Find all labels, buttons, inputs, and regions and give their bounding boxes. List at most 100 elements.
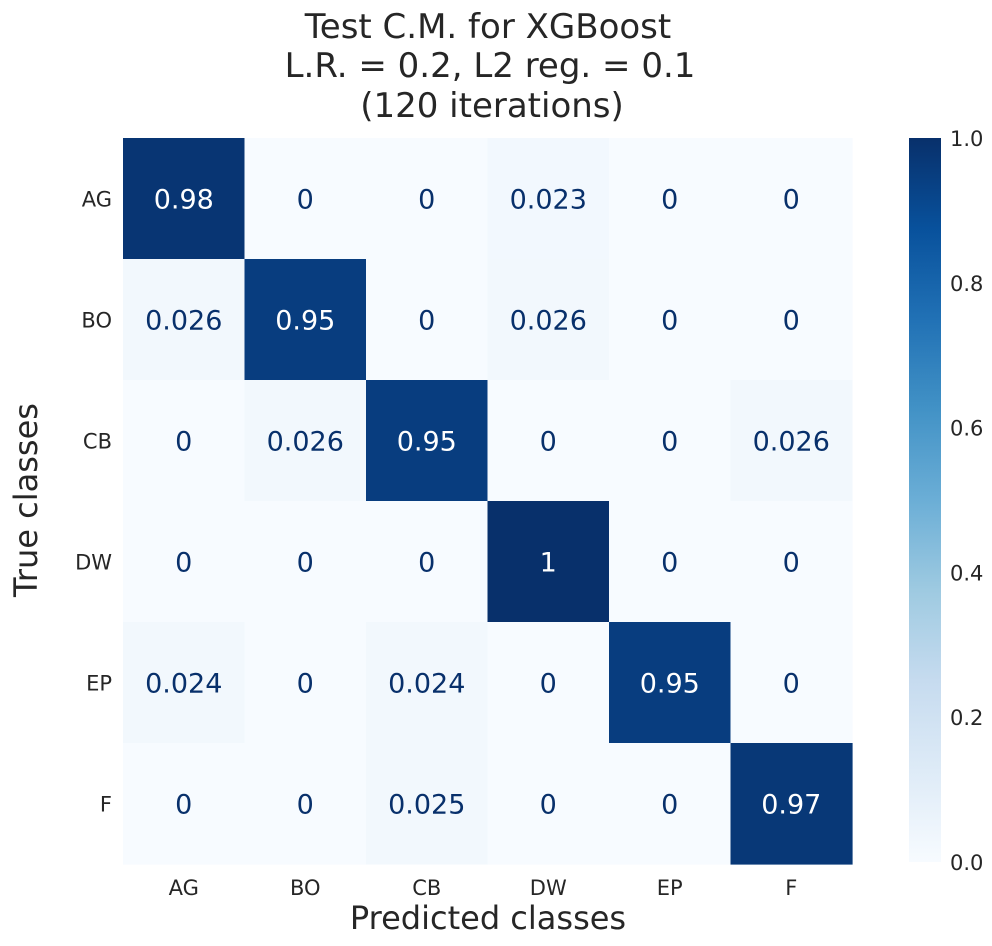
heatmap-cell — [366, 138, 489, 260]
cell-value-label: 0 — [661, 790, 678, 821]
cell-value-label: 0 — [783, 548, 800, 579]
cell-value-label: 0.95 — [275, 306, 335, 337]
heatmap-cell — [244, 259, 367, 381]
heatmap-cell — [730, 501, 853, 623]
cell-value-label: 0.026 — [510, 306, 587, 337]
heatmap-cell — [730, 259, 853, 381]
cell-value-label: 0.024 — [145, 669, 222, 700]
heatmap-cell — [609, 622, 732, 744]
heatmap-cell — [487, 380, 610, 502]
heatmap-cell — [123, 259, 246, 381]
cell-value-label: 0 — [297, 669, 314, 700]
heatmap-cell — [609, 501, 732, 623]
cell-value-label: 0.023 — [510, 185, 587, 216]
heatmap-cell — [366, 501, 489, 623]
colorbar-tick-label: 1.0 — [950, 127, 983, 151]
heatmap-cell — [123, 622, 246, 744]
cell-value-label: 0 — [540, 669, 557, 700]
x-tick-label: CB — [412, 876, 441, 900]
cell-value-label: 0 — [661, 548, 678, 579]
cell-value-label: 0 — [418, 185, 435, 216]
colorbar — [909, 138, 941, 862]
x-tick-label: DW — [530, 876, 567, 900]
cell-value-label: 0 — [418, 548, 435, 579]
colorbar-tick-label: 0.2 — [950, 706, 983, 730]
heatmap-cell — [487, 743, 610, 865]
cell-value-label: 0 — [783, 306, 800, 337]
y-tick-label: BO — [81, 309, 112, 333]
heatmap-cell — [609, 138, 732, 260]
chart-title-line-2: L.R. = 0.2, L2 reg. = 0.1 — [285, 46, 696, 86]
y-tick-label: EP — [86, 672, 112, 696]
heatmap-cell — [366, 380, 489, 502]
heatmap-cell — [244, 380, 367, 502]
heatmap-cell — [366, 743, 489, 865]
x-tick-label: EP — [657, 876, 683, 900]
heatmap-cell — [487, 138, 610, 260]
cell-value-label: 0.95 — [640, 669, 700, 700]
cell-value-label: 0.98 — [154, 185, 214, 216]
chart-title-line-3: (120 iterations) — [360, 86, 624, 126]
heatmap-cell — [609, 380, 732, 502]
cell-value-label: 0 — [783, 185, 800, 216]
x-axis-label: Predicted classes — [350, 899, 626, 937]
cell-value-label: 0 — [175, 427, 192, 458]
cell-value-label: 0.026 — [753, 427, 830, 458]
cell-value-label: 0.025 — [388, 790, 465, 821]
heatmap-cell — [123, 138, 246, 260]
y-tick-label: CB — [83, 430, 112, 454]
heatmap-cell — [730, 743, 853, 865]
heatmap-cell — [366, 259, 489, 381]
y-tick-labels: AG BO CB DW EP F — [75, 188, 112, 817]
heatmap-cell — [366, 622, 489, 744]
y-tick-label: DW — [75, 551, 112, 575]
heatmap-cell — [609, 259, 732, 381]
cell-value-label: 0.026 — [267, 427, 344, 458]
heatmap-cell — [487, 622, 610, 744]
cell-value-label: 0 — [661, 185, 678, 216]
cell-value-label: 0 — [175, 548, 192, 579]
x-tick-label: F — [785, 876, 797, 900]
y-axis-label: True classes — [7, 403, 45, 598]
x-tick-labels: AG BO CB DW EP F — [169, 876, 798, 900]
colorbar-tick-label: 0.8 — [950, 272, 983, 296]
cell-value-label: 0 — [661, 427, 678, 458]
heatmap-cell — [244, 138, 367, 260]
x-tick-label: AG — [169, 876, 199, 900]
y-tick-label: AG — [82, 188, 112, 212]
cell-value-label: 0 — [418, 306, 435, 337]
cell-value-label: 0 — [661, 306, 678, 337]
heatmap-cell — [244, 501, 367, 623]
cell-value-label: 0 — [783, 669, 800, 700]
cell-value-label: 0.97 — [761, 790, 821, 821]
heatmap-cell — [730, 622, 853, 744]
colorbar-tick-label: 0.4 — [950, 561, 983, 585]
colorbar-tick-labels: 0.0 0.2 0.4 0.6 0.8 1.0 — [950, 127, 983, 875]
y-tick-label: F — [100, 793, 112, 817]
cell-value-label: 0 — [297, 548, 314, 579]
colorbar-tick-label: 0.6 — [950, 417, 983, 441]
heatmap-cell — [730, 138, 853, 260]
cell-value-label: 0.024 — [388, 669, 465, 700]
heatmap-cell — [487, 501, 610, 623]
heatmap-cell — [730, 380, 853, 502]
colorbar-tick-label: 0.0 — [950, 851, 983, 875]
heatmap-cell — [123, 380, 246, 502]
cell-value-label: 0.95 — [397, 427, 457, 458]
heatmap-cell — [244, 622, 367, 744]
heatmap-cell — [609, 743, 732, 865]
cell-value-label: 0 — [175, 790, 192, 821]
chart-title-line-1: Test C.M. for XGBoost — [304, 7, 671, 47]
cell-value-label: 0 — [540, 790, 557, 821]
heatmap-cell — [244, 743, 367, 865]
cell-value-label: 0.026 — [145, 306, 222, 337]
cell-value-label: 1 — [540, 548, 557, 579]
heatmap-cells: 0.98 0 0 0.023 0 0 0.026 0.95 0 0.026 0 0 0 0.026 0.95… — [123, 138, 853, 865]
heatmap-cell — [123, 743, 246, 865]
heatmap-cell — [123, 501, 246, 623]
cell-value-label: 0 — [297, 185, 314, 216]
heatmap-cell — [487, 259, 610, 381]
x-tick-label: BO — [290, 876, 321, 900]
cell-value-label: 0 — [297, 790, 314, 821]
